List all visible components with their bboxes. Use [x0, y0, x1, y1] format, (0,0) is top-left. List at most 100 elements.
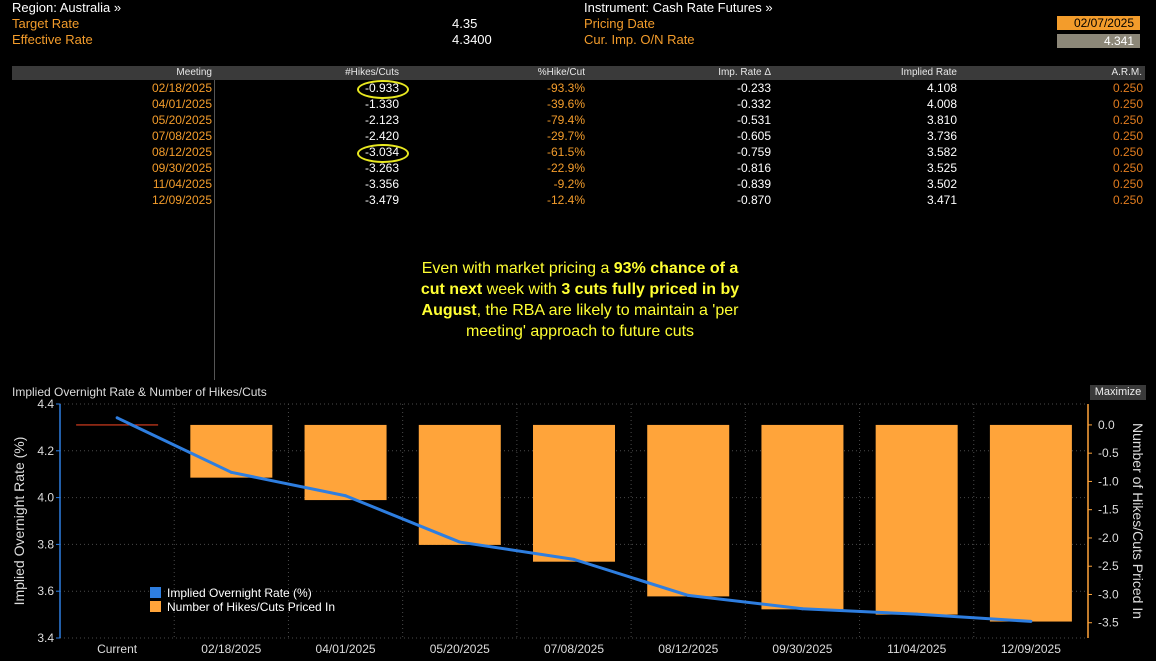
col-implied-rate[interactable]: Implied Rate — [900, 67, 957, 78]
legend-label-bar: Number of Hikes/Cuts Priced In — [167, 600, 335, 614]
table-row[interactable]: 11/04/2025 -3.356 -9.2% -0.839 3.502 0.250 — [0, 176, 1156, 192]
table-row[interactable]: 09/30/2025 -3.263 -22.9% -0.816 3.525 0.250 — [0, 160, 1156, 176]
cur-imp-rate-value: 4.341 — [1057, 34, 1140, 48]
y-tick-label-right: -0.5 — [1098, 446, 1119, 460]
target-rate-label: Target Rate — [12, 16, 80, 31]
col-pct-hike-cut[interactable]: %Hike/Cut — [537, 67, 585, 78]
y-tick-label-left: 4.4 — [37, 397, 54, 411]
pricing-date-input[interactable]: 02/07/2025 — [1057, 16, 1140, 30]
bar — [533, 424, 615, 562]
y-tick-label-right: 0.0 — [1098, 418, 1115, 432]
meeting-cell: 02/18/2025 — [151, 81, 212, 95]
x-tick-label: 08/12/2025 — [658, 642, 718, 656]
x-tick-label: 09/30/2025 — [772, 642, 832, 656]
x-tick-label: 07/08/2025 — [544, 642, 604, 656]
cur-imp-rate-label: Cur. Imp. O/N Rate — [584, 32, 695, 47]
hikes-cuts-cell: -3.356 — [364, 177, 399, 191]
arm-cell: 0.250 — [1112, 161, 1143, 175]
y-tick-label-right: -1.5 — [1098, 503, 1119, 517]
arm-cell: 0.250 — [1112, 81, 1143, 95]
bar — [761, 424, 844, 610]
arm-cell: 0.250 — [1112, 97, 1143, 111]
imp-rate-delta-cell: -0.531 — [736, 113, 771, 127]
implied-rate-cell: 3.736 — [926, 129, 957, 143]
arm-cell: 0.250 — [1112, 113, 1143, 127]
table-row[interactable]: 05/20/2025 -2.123 -79.4% -0.531 3.810 0.250 — [0, 112, 1156, 128]
arm-cell: 0.250 — [1112, 193, 1143, 207]
imp-rate-delta-cell: -0.332 — [736, 97, 771, 111]
pct-hike-cut-cell: -39.6% — [546, 97, 585, 111]
meeting-cell: 09/30/2025 — [151, 161, 212, 175]
pct-hike-cut-cell: -93.3% — [546, 81, 585, 95]
meeting-cell: 04/01/2025 — [151, 97, 212, 111]
col-meeting[interactable]: Meeting — [176, 67, 212, 78]
y-tick-label-left: 3.4 — [37, 631, 54, 645]
imp-rate-delta-cell: -0.233 — [736, 81, 771, 95]
x-tick-label: 04/01/2025 — [316, 642, 376, 656]
meeting-cell: 07/08/2025 — [151, 129, 212, 143]
implied-rate-cell: 3.502 — [926, 177, 957, 191]
chart-title: Implied Overnight Rate & Number of Hikes… — [12, 385, 267, 399]
legend-swatch-bar — [150, 601, 161, 612]
table-row[interactable]: 08/12/2025 -3.034 -61.5% -0.759 3.582 0.250 — [0, 144, 1156, 160]
y-axis-title-left: Implied Overnight Rate (%) — [11, 437, 27, 606]
implied-rate-cell: 3.471 — [926, 193, 957, 207]
x-tick-label: 02/18/2025 — [201, 642, 261, 656]
hikes-cuts-cell: -2.123 — [364, 113, 399, 127]
col-arm[interactable]: A.R.M. — [1111, 67, 1142, 78]
table-row[interactable]: 07/08/2025 -2.420 -29.7% -0.605 3.736 0.250 — [0, 128, 1156, 144]
meeting-cell: 05/20/2025 — [151, 113, 212, 127]
bar — [304, 424, 387, 501]
meeting-cell: 08/12/2025 — [151, 145, 212, 159]
line-point — [344, 494, 348, 498]
line-point — [915, 612, 919, 616]
imp-rate-delta-cell: -0.605 — [736, 129, 771, 143]
maximize-button[interactable]: Maximize — [1090, 385, 1146, 400]
legend-swatch-line — [150, 587, 161, 598]
effective-rate-value: 4.3400 — [452, 32, 492, 47]
instrument-selector[interactable]: Instrument: Cash Rate Futures » — [584, 0, 773, 15]
region-selector[interactable]: Region: Australia » — [12, 0, 122, 15]
y-tick-label-right: -2.0 — [1098, 531, 1119, 545]
table-row[interactable]: 04/01/2025 -1.330 -39.6% -0.332 4.008 0.250 — [0, 96, 1156, 112]
hikes-cuts-cell: -1.330 — [364, 97, 399, 111]
implied-rate-cell: 3.810 — [926, 113, 957, 127]
x-tick-label: 12/09/2025 — [1001, 642, 1061, 656]
x-tick-label: Current — [97, 642, 138, 656]
highlight-circle-aug — [357, 144, 409, 163]
y-tick-label-right: -3.5 — [1098, 616, 1119, 630]
imp-rate-delta-cell: -0.816 — [736, 161, 771, 175]
pct-hike-cut-cell: -79.4% — [546, 113, 585, 127]
hikes-cuts-cell: -3.479 — [364, 193, 399, 207]
arm-cell: 0.250 — [1112, 145, 1143, 159]
line-point — [229, 470, 233, 474]
arm-cell: 0.250 — [1112, 177, 1143, 191]
table-row[interactable]: 12/09/2025 -3.479 -12.4% -0.870 3.471 0.250 — [0, 192, 1156, 208]
implied-rate-cell: 3.525 — [926, 161, 957, 175]
line-point — [1029, 619, 1033, 623]
annotation-text: Even with market pricing a 93% chance of… — [420, 260, 740, 340]
bar — [989, 424, 1072, 622]
y-axis-title-right: Number of Hikes/Cuts Priced In — [1130, 423, 1146, 619]
legend-label-line: Implied Overnight Rate (%) — [167, 586, 312, 600]
col-imp-rate-delta[interactable]: Imp. Rate Δ — [718, 67, 771, 78]
implied-rate-cell: 3.582 — [926, 145, 957, 159]
imp-rate-delta-cell: -0.759 — [736, 145, 771, 159]
imp-rate-delta-cell: -0.870 — [736, 193, 771, 207]
implied-rate-cell: 4.008 — [926, 97, 957, 111]
hikes-cuts-cell: -3.263 — [364, 161, 399, 175]
bar — [190, 424, 273, 478]
bar — [418, 424, 501, 545]
meeting-cell: 12/09/2025 — [151, 193, 212, 207]
meeting-cell: 11/04/2025 — [152, 177, 212, 191]
table-header: Meeting #Hikes/Cuts %Hike/Cut Imp. Rate … — [12, 66, 1145, 80]
y-tick-label-left: 4.2 — [37, 444, 54, 458]
col-hikes-cuts[interactable]: #Hikes/Cuts — [345, 67, 399, 78]
pct-hike-cut-cell: -9.2% — [553, 177, 585, 191]
x-tick-label: 05/20/2025 — [430, 642, 490, 656]
arm-cell: 0.250 — [1112, 129, 1143, 143]
table-divider — [214, 80, 215, 380]
x-tick-label: 11/04/2025 — [887, 642, 946, 656]
y-tick-label-left: 3.6 — [37, 584, 54, 598]
line-point — [572, 557, 576, 561]
